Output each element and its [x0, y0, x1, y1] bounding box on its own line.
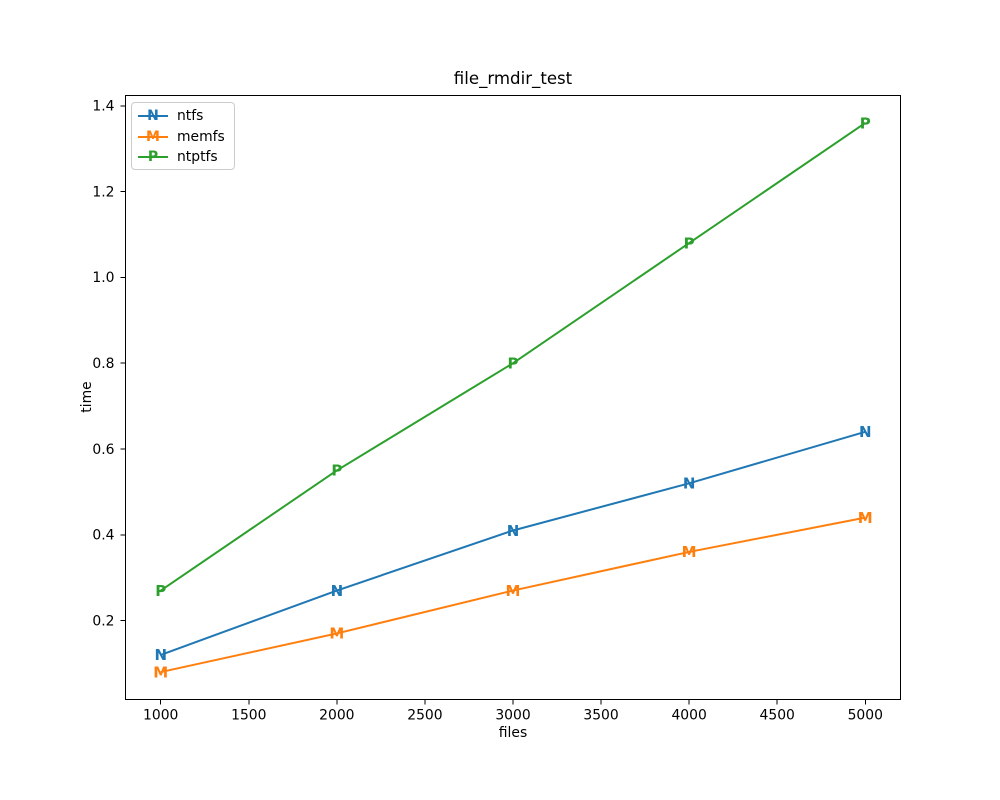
marker-ntfs-point: N	[507, 522, 520, 540]
y-tick-label: 0.8	[92, 356, 114, 372]
marker-ntptfs-point: P	[860, 114, 871, 132]
y-tick-label: 1.4	[92, 99, 114, 115]
y-tick-label: 0.4	[92, 528, 114, 544]
legend: N ntfs M memfs P ntptfs	[131, 102, 235, 170]
y-tick-label: 1.2	[92, 184, 114, 200]
legend-sample-ntptfs: P	[138, 149, 168, 165]
x-tick-label: 1000	[143, 708, 178, 724]
marker-ntptfs-point: P	[508, 354, 519, 372]
marker-ntptfs-point: P	[155, 582, 166, 600]
y-tick-label: 0.2	[92, 613, 114, 629]
x-tick-label: 3500	[583, 708, 618, 724]
marker-ntfs-point: N	[331, 582, 344, 600]
y-tick-label: 1.0	[92, 270, 114, 286]
x-axis-label: files	[498, 725, 528, 741]
legend-label: ntfs	[177, 108, 204, 125]
marker-memfs-point: M	[329, 625, 344, 643]
marker-memfs-point: M	[858, 509, 873, 527]
legend-marker-letter: N	[147, 108, 159, 125]
legend-label: ntptfs	[177, 149, 218, 166]
x-tick-label: 3000	[495, 708, 530, 724]
legend-line-icon	[138, 135, 168, 138]
legend-marker-letter: P	[147, 149, 159, 166]
series-line-ntfs	[160, 430, 866, 656]
marker-ntfs-point: N	[683, 475, 696, 493]
marker-memfs-point: M	[682, 543, 697, 561]
x-tick-label: 5000	[848, 708, 883, 724]
marker-memfs-point: M	[153, 663, 168, 681]
legend-label: memfs	[177, 128, 225, 145]
marker-memfs-point: M	[506, 582, 521, 600]
marker-ntfs-point: N	[154, 646, 167, 664]
legend-marker-letter: M	[146, 128, 160, 145]
marker-ntfs-point: N	[859, 423, 872, 441]
legend-line-icon	[138, 115, 168, 118]
series-line-memfs	[160, 516, 866, 674]
y-axis-label: time	[79, 381, 95, 413]
chart-title: file_rmdir_test	[453, 69, 573, 88]
x-tick-label: 4000	[671, 708, 706, 724]
x-tick-label: 2500	[407, 708, 442, 724]
marker-ntptfs-point: P	[684, 234, 695, 252]
legend-sample-memfs: M	[138, 129, 168, 145]
marker-ntptfs-point: P	[331, 462, 342, 480]
axes-frame	[125, 95, 901, 700]
legend-item-ntfs: N ntfs	[138, 106, 226, 127]
legend-sample-ntfs: N	[138, 108, 168, 124]
y-tick-label: 0.6	[92, 442, 114, 458]
x-tick-label: 2000	[319, 708, 354, 724]
series-line-ntptfs	[160, 122, 866, 592]
x-tick-label: 4500	[760, 708, 795, 724]
legend-item-ntptfs: P ntptfs	[138, 147, 226, 168]
legend-item-memfs: M memfs	[138, 127, 226, 148]
x-tick-label: 1500	[231, 708, 266, 724]
legend-line-icon	[138, 156, 168, 159]
